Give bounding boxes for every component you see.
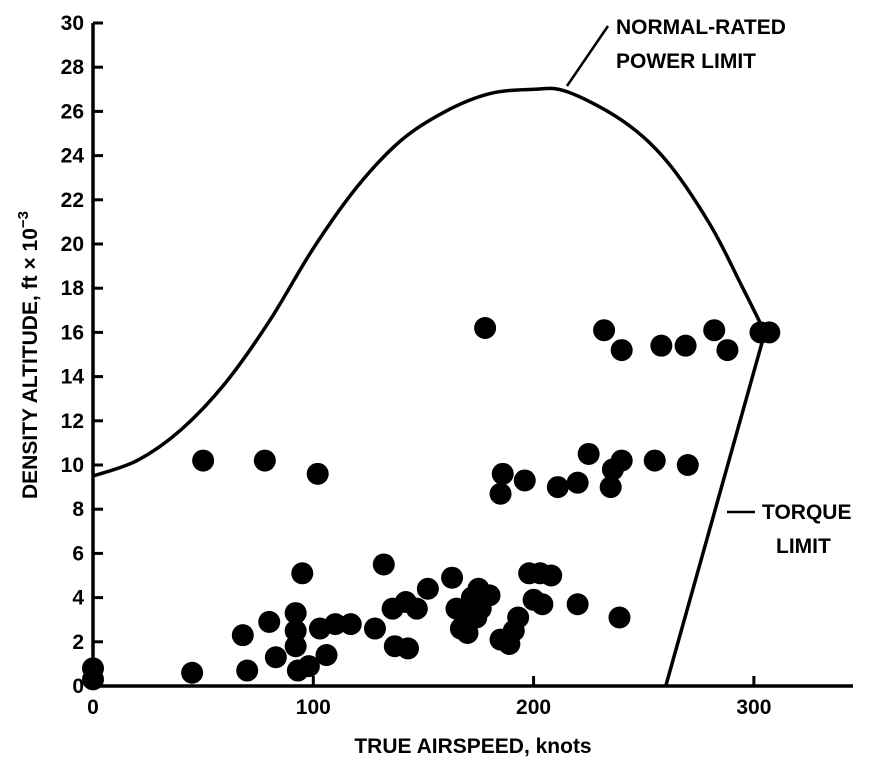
data-point bbox=[716, 339, 739, 362]
y-axis-title: DENSITY ALTITUDE, ft × 10−3 bbox=[15, 211, 42, 499]
data-point bbox=[610, 449, 633, 472]
data-point bbox=[306, 462, 329, 485]
y-tick-label-24: 24 bbox=[61, 145, 85, 168]
y-tick-label-12: 12 bbox=[61, 410, 84, 433]
data-point bbox=[372, 553, 395, 576]
data-point bbox=[507, 606, 530, 629]
data-point bbox=[405, 597, 428, 620]
data-point bbox=[231, 624, 254, 647]
y-tick-label-22: 22 bbox=[61, 189, 84, 212]
data-point bbox=[363, 617, 386, 640]
data-point bbox=[82, 657, 104, 680]
data-point bbox=[566, 593, 589, 616]
y-tick-label-4: 4 bbox=[72, 587, 84, 610]
data-point bbox=[566, 471, 589, 494]
y-axis-title-group: DENSITY ALTITUDE, ft × 10−3 bbox=[15, 211, 42, 499]
torque-limit-label-line2: LIMIT bbox=[776, 535, 831, 558]
y-tick-label-18: 18 bbox=[61, 277, 85, 300]
data-point bbox=[181, 661, 204, 684]
limit-curves bbox=[92, 25, 767, 687]
power-limit-label-line1: NORMAL-RATED bbox=[616, 16, 786, 39]
y-tick-label-0: 0 bbox=[72, 675, 84, 698]
data-point bbox=[264, 646, 287, 669]
data-point bbox=[258, 610, 281, 633]
data-point bbox=[441, 566, 464, 589]
data-point bbox=[397, 637, 420, 660]
data-point bbox=[593, 319, 616, 342]
data-point bbox=[339, 613, 362, 636]
y-axis-title-text: DENSITY ALTITUDE, ft × 10 bbox=[19, 228, 42, 499]
data-point bbox=[253, 449, 276, 472]
data-point bbox=[284, 602, 307, 625]
data-point bbox=[324, 613, 347, 636]
power-limit-curve bbox=[92, 86, 767, 478]
data-point bbox=[610, 339, 633, 362]
y-tick-label-30: 30 bbox=[61, 12, 84, 35]
data-point bbox=[489, 482, 512, 505]
x-tick-label-300: 300 bbox=[736, 696, 771, 719]
data-point bbox=[478, 584, 501, 607]
y-tick-label-28: 28 bbox=[61, 56, 85, 79]
x-tick-label-0: 0 bbox=[87, 696, 99, 719]
data-point bbox=[577, 442, 600, 465]
data-point bbox=[650, 334, 673, 357]
y-tick-label-14: 14 bbox=[61, 366, 85, 389]
data-point bbox=[416, 577, 439, 600]
y-axis-title-exponent: −3 bbox=[15, 211, 32, 228]
x-tick-label-100: 100 bbox=[296, 696, 331, 719]
data-point bbox=[284, 619, 307, 642]
data-point bbox=[546, 476, 569, 499]
torque-limit-line bbox=[664, 331, 767, 687]
y-tick-label-8: 8 bbox=[72, 498, 84, 521]
data-point bbox=[758, 321, 781, 344]
power-limit-label-line2: POWER LIMIT bbox=[616, 50, 756, 73]
y-tick-label-6: 6 bbox=[72, 542, 84, 565]
y-tick-label-10: 10 bbox=[61, 454, 84, 477]
data-point bbox=[192, 449, 215, 472]
y-tick-label-20: 20 bbox=[61, 233, 84, 256]
data-point bbox=[291, 562, 314, 585]
data-point bbox=[236, 659, 259, 682]
torque-limit-label-line1: TORQUE bbox=[762, 501, 851, 524]
data-point bbox=[703, 319, 726, 342]
data-point bbox=[599, 476, 622, 499]
data-point bbox=[315, 644, 338, 667]
data-point bbox=[531, 593, 554, 616]
data-point bbox=[540, 564, 563, 587]
data-point bbox=[513, 469, 536, 492]
y-tick-label-2: 2 bbox=[72, 631, 84, 654]
data-point bbox=[491, 462, 514, 485]
power-limit-leader-line bbox=[565, 25, 610, 87]
data-point bbox=[643, 449, 666, 472]
data-point bbox=[474, 316, 497, 339]
data-point bbox=[676, 454, 699, 476]
data-points bbox=[82, 316, 781, 691]
axes bbox=[91, 23, 853, 688]
data-point bbox=[284, 635, 307, 658]
x-axis-title: TRUE AIRSPEED, knots bbox=[354, 735, 591, 758]
data-point bbox=[674, 334, 697, 357]
data-point bbox=[608, 606, 631, 629]
data-point bbox=[297, 655, 320, 678]
y-tick-label-26: 26 bbox=[61, 100, 84, 123]
x-tick-label-200: 200 bbox=[516, 696, 551, 719]
y-tick-label-16: 16 bbox=[61, 321, 84, 344]
